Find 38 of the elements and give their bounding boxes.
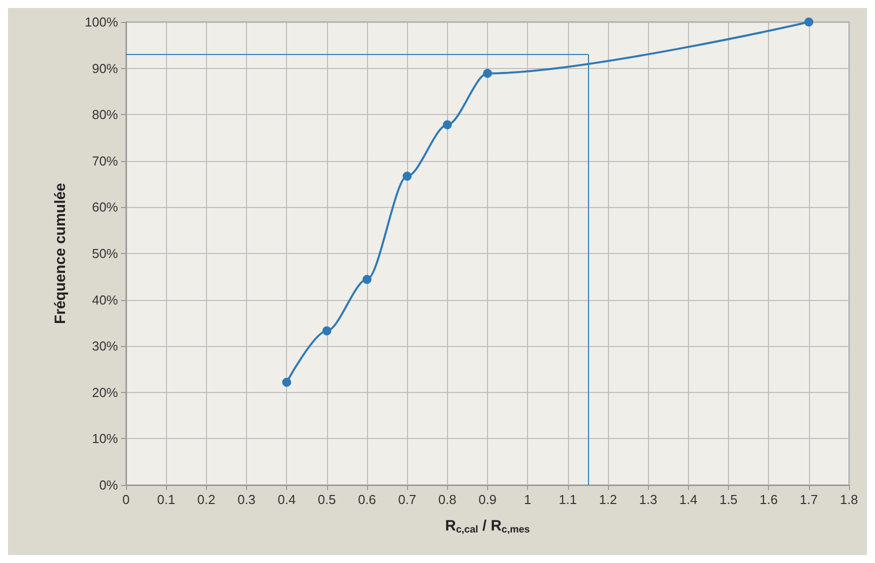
y-tick-label: 70%	[92, 153, 118, 168]
y-tick-label: 50%	[92, 246, 118, 261]
x-tick-label: 1	[524, 492, 532, 507]
point	[282, 378, 292, 387]
x-tick-label: 1.6	[760, 492, 778, 507]
x-tick-label: 1.3	[639, 492, 658, 507]
x-tick-label: 0.7	[398, 492, 416, 507]
x-tick-label: 1.8	[840, 492, 858, 507]
x-tick-label: 0.2	[197, 492, 216, 507]
y-tick-label: 0%	[99, 478, 118, 492]
y-tick-label: 60%	[92, 200, 118, 215]
point	[483, 68, 492, 78]
x-tick-label: 0.3	[237, 492, 256, 507]
x-tick-label: 0.1	[157, 492, 176, 507]
y-tick-label: 30%	[92, 338, 118, 354]
point	[804, 18, 814, 26]
x-tick-label: 1.7	[800, 492, 818, 507]
x-tick-label: 1.4	[679, 492, 698, 507]
y-tick-label: 80%	[92, 107, 118, 122]
x-tick-label: 0.5	[318, 492, 336, 507]
y-tick-label: 20%	[92, 384, 118, 400]
point	[362, 274, 372, 284]
y-tick-label: 10%	[92, 431, 118, 446]
x-tick-label: 1.1	[558, 492, 577, 507]
point	[402, 172, 412, 181]
x-tick-label: 1.2	[598, 492, 618, 507]
x-tick-label: 0.6	[358, 492, 376, 507]
y-axis-title: Fréquence cumulée	[52, 183, 69, 324]
y-tick-label: 90%	[92, 60, 118, 76]
y-tick-label: 40%	[92, 292, 118, 308]
x-tick-label: 0.8	[438, 492, 456, 507]
x-tick-label: 0.9	[478, 492, 497, 507]
point	[442, 120, 452, 130]
x-tick-label: 1.5	[719, 492, 738, 507]
x-tick-label: 0	[122, 492, 130, 507]
x-tick-label: 0.4	[278, 492, 296, 507]
point	[322, 326, 332, 336]
y-tick-label: 100%	[84, 14, 118, 30]
